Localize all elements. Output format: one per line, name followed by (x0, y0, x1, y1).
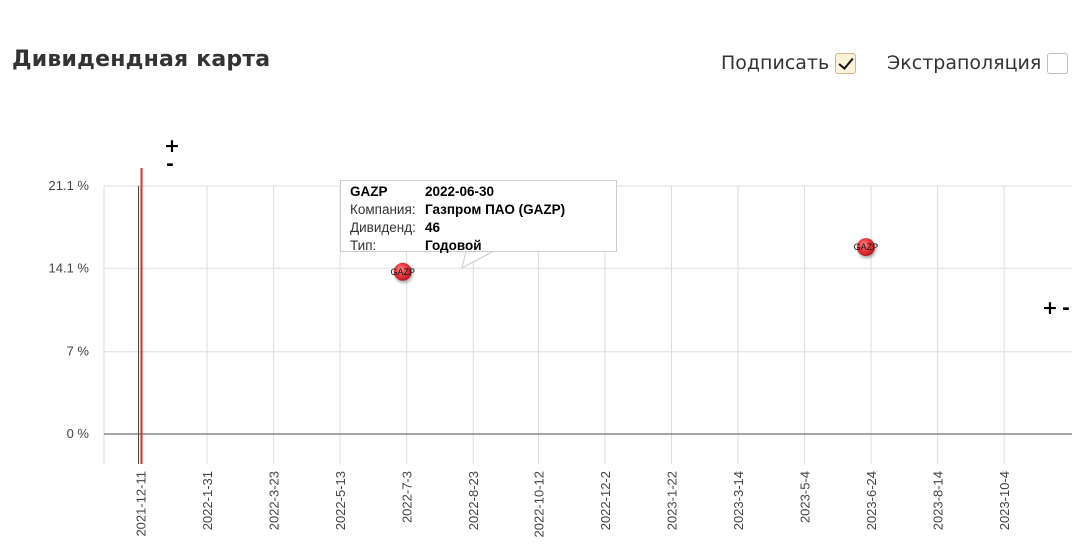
y-tick-label: 21.1 % (49, 178, 90, 193)
tooltip-row: Компания: Газпром ПАО (GAZP) (350, 201, 608, 219)
sign-option-label: Подписать (721, 52, 830, 74)
x-tick-label: 2022-10-12 (531, 471, 546, 538)
extrapolation-checkbox[interactable] (1047, 52, 1069, 74)
x-tick-label: 2022-3-23 (267, 471, 282, 530)
zoom-out-right-button[interactable]: - (1062, 297, 1070, 319)
data-point-label: GAZP (390, 267, 415, 277)
x-tick-label: 2023-6-24 (864, 471, 879, 530)
y-tick-label: 14.1 % (49, 260, 90, 275)
y-tick-label: 0 % (67, 426, 90, 441)
x-tick-label: 2022-8-23 (466, 471, 481, 530)
tooltip-key: Тип: (350, 238, 377, 253)
point-tooltip: GAZP 2022-06-30 Компания: Газпром ПАО (G… (340, 180, 617, 255)
x-tick-label: 2023-3-14 (731, 471, 746, 530)
x-tick-label: 2022-7-3 (400, 471, 415, 523)
sign-checkbox[interactable] (835, 52, 857, 74)
tooltip-value: Годовой (425, 238, 482, 253)
tooltip-row: Тип: Годовой (350, 237, 608, 255)
x-tick-label: 2023-8-14 (931, 471, 946, 530)
x-tick-label: 2022-5-13 (333, 471, 348, 530)
data-points: GAZP GAZP (138, 168, 879, 464)
tooltip-ticker: GAZP (350, 184, 388, 199)
extrapolation-option-label: Экстраполяция (887, 52, 1042, 74)
data-point-label: GAZP (854, 242, 879, 252)
page-title: Дивидендная карта (12, 47, 271, 72)
extrapolation-option[interactable]: Экстраполяция (887, 50, 1069, 76)
x-tick-label: 2023-10-4 (997, 471, 1012, 530)
tooltip-value: 46 (425, 220, 441, 235)
tooltip-key: Компания: (350, 202, 416, 217)
tooltip-header-row: GAZP 2022-06-30 (350, 183, 608, 201)
tooltip-date: 2022-06-30 (425, 184, 495, 199)
data-point (393, 262, 412, 281)
y-tick-label: 7 % (67, 344, 90, 359)
x-tick-label: 2023-5-4 (798, 471, 813, 523)
sign-option[interactable]: Подписать (721, 50, 857, 76)
x-tick-label: 2023-1-22 (664, 471, 679, 530)
x-tick-label: 2022-12-2 (598, 471, 613, 530)
data-point (856, 238, 875, 257)
x-tick-label: 2022-1-31 (200, 471, 215, 530)
axes: 0 % 7 % 14.1 % 21.1 % 2021-12-11 2022-1-31 202… (49, 178, 1072, 538)
zoom-out-top-button[interactable]: - (166, 153, 174, 175)
x-tick-label: 2021-12-11 (134, 471, 149, 537)
zoom-in-right-button[interactable]: + (1042, 297, 1058, 319)
tooltip-key: Дивиденд: (350, 220, 416, 235)
tooltip-value: Газпром ПАО (GAZP) (425, 202, 566, 217)
tooltip-row: Дивиденд: 46 (350, 219, 608, 237)
zoom-in-top-button[interactable]: + (164, 135, 180, 157)
